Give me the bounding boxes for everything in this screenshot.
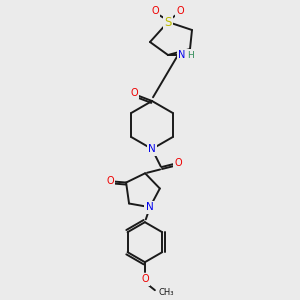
Text: O: O [130, 88, 138, 98]
Text: N: N [178, 50, 186, 60]
Text: H: H [188, 50, 194, 59]
Text: O: O [151, 6, 159, 16]
Text: O: O [106, 176, 114, 185]
Text: N: N [146, 202, 154, 212]
Text: O: O [176, 6, 184, 16]
Text: N: N [148, 144, 156, 154]
Text: CH₃: CH₃ [159, 288, 174, 297]
Text: S: S [164, 16, 172, 28]
Text: O: O [174, 158, 182, 168]
Text: O: O [141, 274, 149, 284]
